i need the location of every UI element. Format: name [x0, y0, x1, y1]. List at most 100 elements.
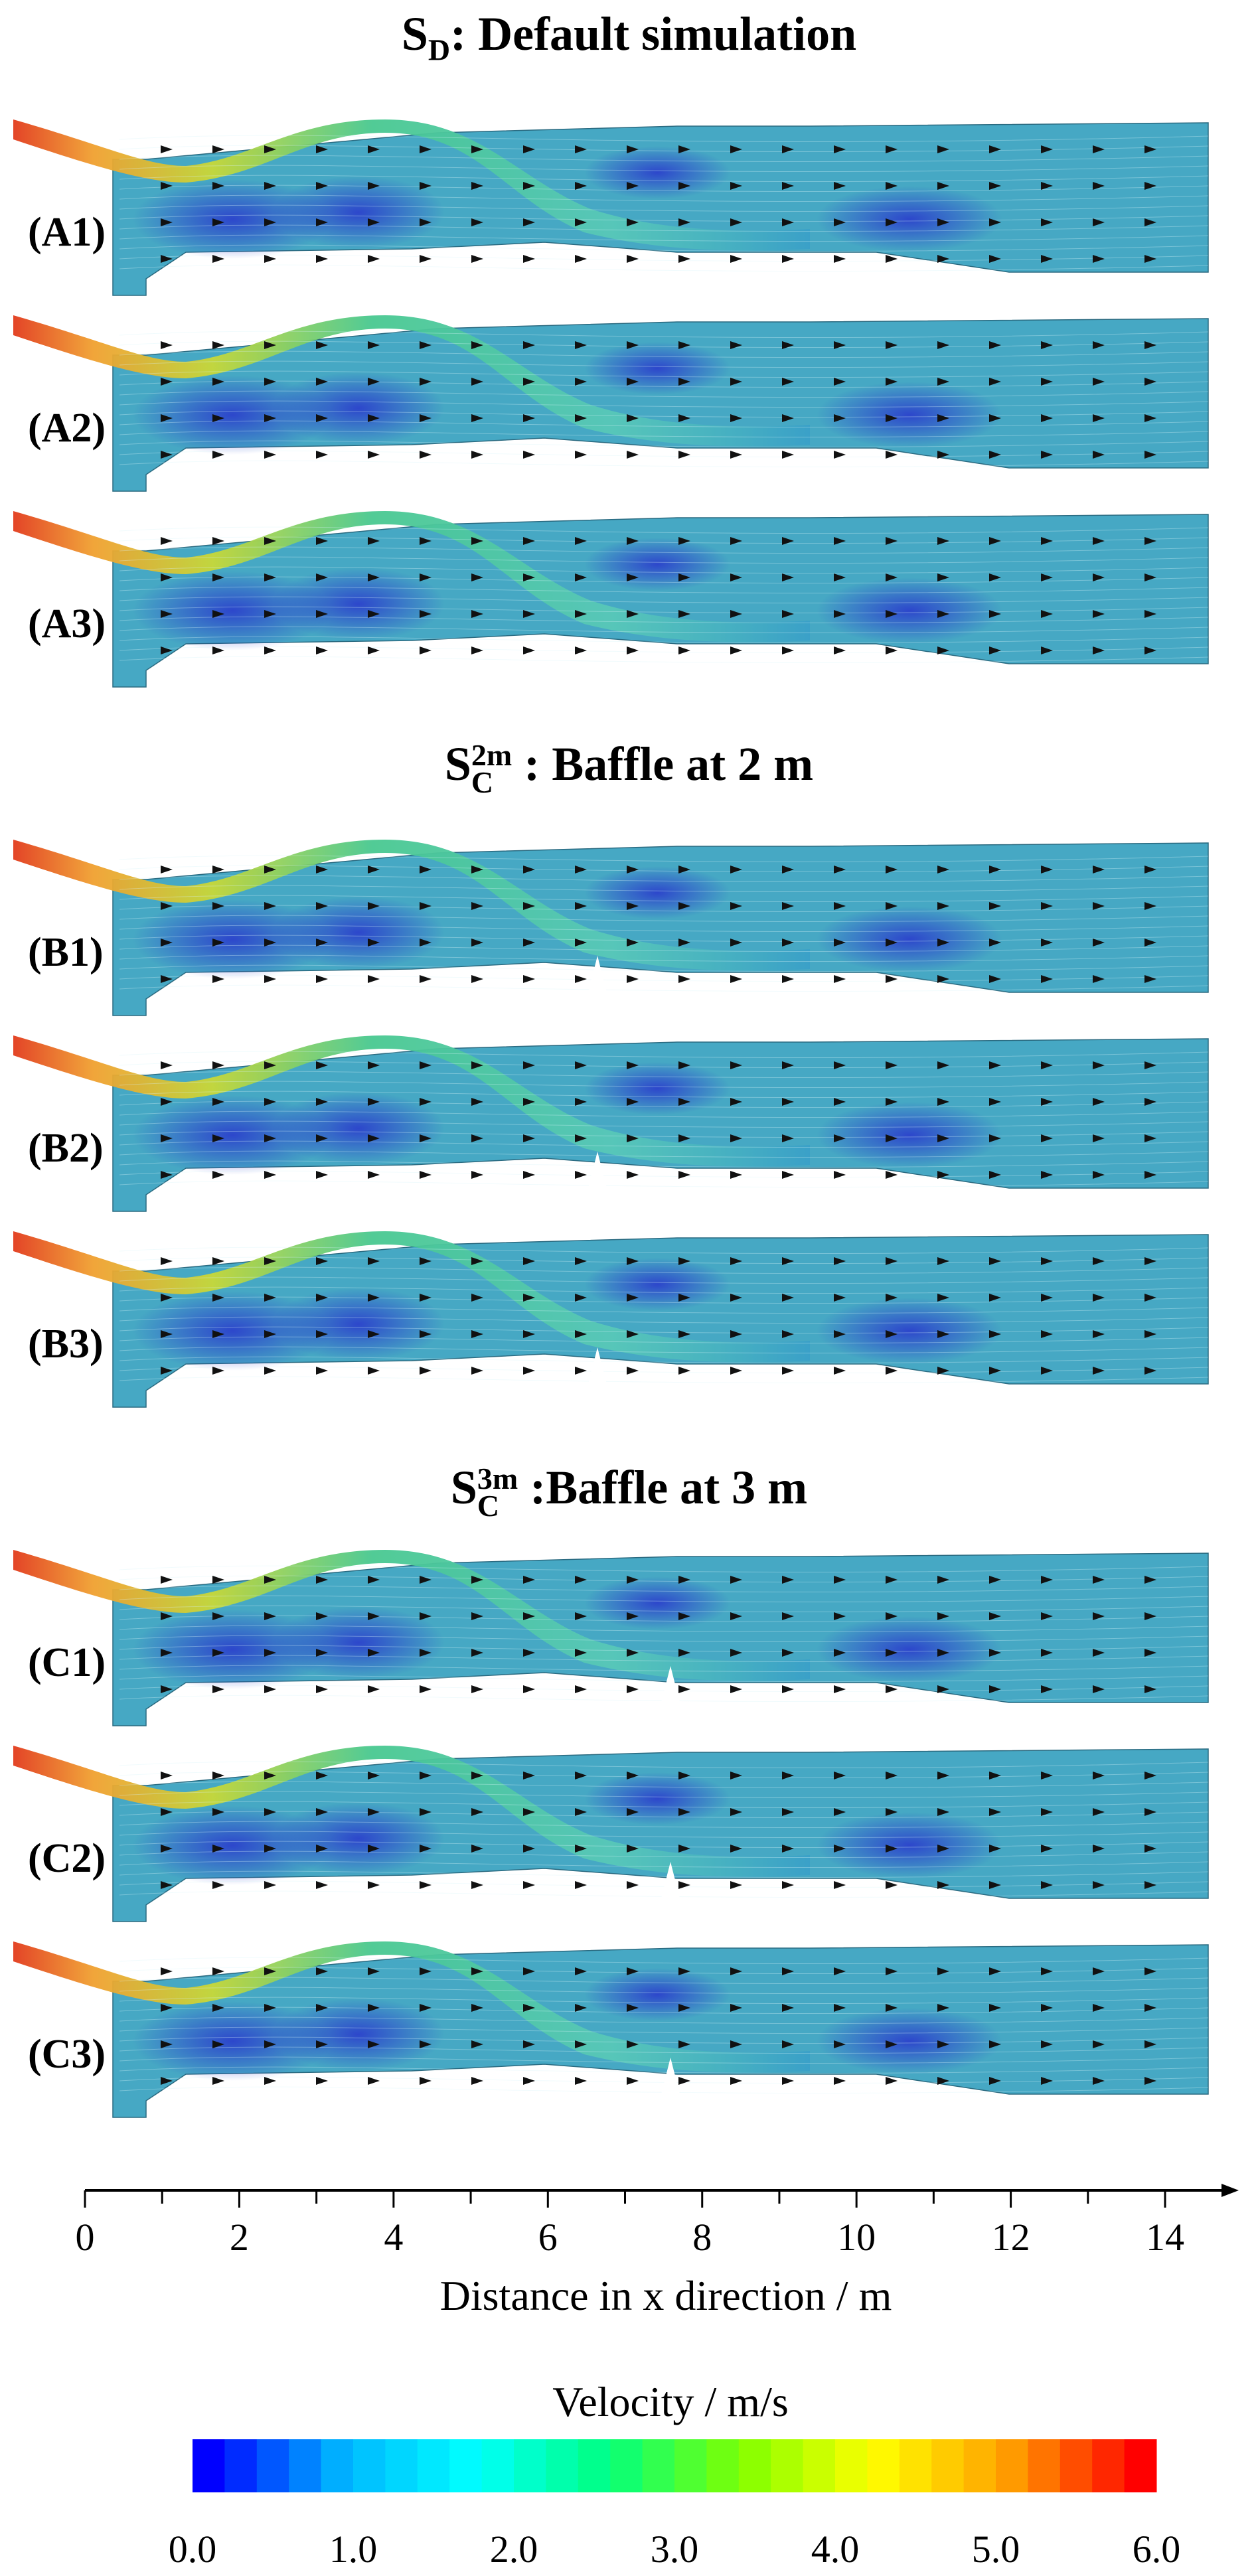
velocity-vector	[886, 451, 898, 459]
velocity-vector	[161, 2077, 173, 2085]
velocity-vector	[264, 1134, 276, 1142]
velocity-vector	[264, 1367, 276, 1375]
velocity-vector	[834, 610, 846, 618]
velocity-vector	[316, 1649, 328, 1657]
velocity-vector	[523, 1649, 535, 1657]
velocity-vector	[420, 975, 432, 983]
velocity-vector	[264, 341, 276, 349]
velocity-vector	[471, 1808, 483, 1816]
x-axis: 0 2 4 6 8 10 12 14 Distance in x direction / m	[76, 2184, 1239, 2319]
velocity-vector	[1144, 939, 1156, 947]
velocity-vector	[523, 646, 535, 654]
velocity-vector	[212, 573, 224, 581]
velocity-vector	[1041, 1685, 1053, 1693]
velocity-vector	[989, 2077, 1001, 2085]
velocity-vector	[937, 2077, 949, 2085]
velocity-vector	[420, 1061, 432, 1069]
velocity-vector	[471, 1330, 483, 1338]
velocity-vector	[212, 1330, 224, 1338]
velocity-vector	[886, 1576, 898, 1584]
velocity-vector	[523, 1134, 535, 1142]
velocity-vector	[834, 182, 846, 190]
velocity-field	[13, 1035, 1209, 1212]
colorbar-segment	[771, 2439, 804, 2492]
velocity-vector	[368, 1649, 380, 1657]
velocity-vector	[1093, 610, 1105, 618]
velocity-vector	[1093, 341, 1105, 349]
velocity-vector	[886, 2077, 898, 2085]
velocity-vector	[575, 1367, 587, 1375]
velocity-vector	[678, 1967, 690, 1975]
velocity-vector	[316, 939, 328, 947]
panel-label: (C3)	[28, 2032, 106, 2077]
velocity-vector	[368, 1881, 380, 1889]
velocity-vector	[886, 145, 898, 153]
velocity-vector	[212, 537, 224, 545]
velocity-vector	[627, 975, 639, 983]
velocity-vector	[886, 646, 898, 654]
velocity-vector	[730, 1330, 742, 1338]
velocity-vector	[316, 378, 328, 386]
colorbar-tick-label: 3.0	[651, 2528, 699, 2571]
velocity-vector	[316, 1845, 328, 1853]
velocity-vector	[575, 2040, 587, 2048]
velocity-vector	[523, 255, 535, 263]
velocity-vector	[730, 2040, 742, 2048]
velocity-vector	[886, 218, 898, 226]
velocity-vector	[886, 1171, 898, 1179]
velocity-vector	[782, 866, 794, 873]
velocity-vector	[834, 902, 846, 910]
velocity-vector	[264, 1845, 276, 1853]
colorbar-title: Velocity / m/s	[552, 2378, 789, 2425]
velocity-vector	[834, 1612, 846, 1620]
velocity-vector	[627, 2004, 639, 2012]
velocity-vector	[627, 1685, 639, 1693]
velocity-vector	[575, 341, 587, 349]
velocity-vector	[212, 255, 224, 263]
colorbar-segment	[546, 2439, 579, 2492]
velocity-vector	[678, 1808, 690, 1816]
velocity-vector	[212, 1294, 224, 1302]
velocity-vector	[316, 414, 328, 422]
velocity-vector	[989, 902, 1001, 910]
velocity-vector	[886, 1367, 898, 1375]
velocity-vector	[420, 1576, 432, 1584]
velocity-vector	[886, 1330, 898, 1338]
velocity-vector	[678, 2004, 690, 2012]
velocity-field	[13, 1941, 1209, 2118]
velocity-vector	[627, 573, 639, 581]
velocity-vector	[1041, 341, 1053, 349]
velocity-vector	[627, 182, 639, 190]
velocity-vector	[834, 378, 846, 386]
velocity-vector	[212, 145, 224, 153]
colorbar-tick-label: 2.0	[490, 2528, 538, 2571]
velocity-vector	[782, 1845, 794, 1853]
velocity-vector	[575, 1576, 587, 1584]
velocity-vector	[368, 2004, 380, 2012]
velocity-field	[13, 1550, 1209, 1726]
velocity-vector	[989, 975, 1001, 983]
velocity-vector	[575, 451, 587, 459]
velocity-vector	[1144, 902, 1156, 910]
velocity-vector	[471, 1134, 483, 1142]
velocity-vector	[1144, 1098, 1156, 1106]
velocity-vector	[316, 451, 328, 459]
velocity-vector	[420, 939, 432, 947]
velocity-vector	[1093, 2004, 1105, 2012]
velocity-vector	[212, 1967, 224, 1975]
velocity-vector	[368, 182, 380, 190]
velocity-vector	[627, 2077, 639, 2085]
velocity-vector	[730, 1967, 742, 1975]
x-tick-label: 8	[692, 2216, 712, 2259]
velocity-vector	[834, 1576, 846, 1584]
velocity-vector	[264, 866, 276, 873]
velocity-vector	[316, 610, 328, 618]
velocity-vector	[678, 975, 690, 983]
colorbar-tick-label: 1.0	[329, 2528, 378, 2571]
velocity-vector	[161, 145, 173, 153]
velocity-vector	[1093, 451, 1105, 459]
velocity-vector	[523, 975, 535, 983]
velocity-vector	[264, 414, 276, 422]
velocity-vector	[1093, 1294, 1105, 1302]
velocity-vector	[989, 646, 1001, 654]
